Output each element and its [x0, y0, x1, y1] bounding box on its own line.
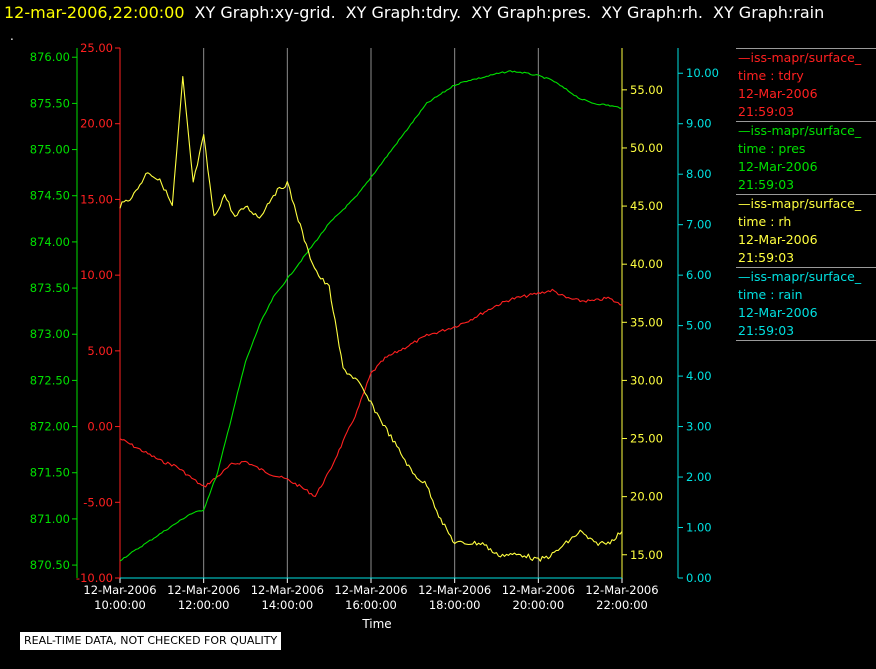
series-line-tdry	[119, 288, 623, 498]
legend-variable: time : rh	[738, 214, 792, 229]
y-tick-label-pres: 872.00	[30, 420, 70, 434]
y-tick-label-pres: 871.50	[30, 466, 70, 480]
y-tick-label-tdry: 0.00	[87, 420, 113, 434]
y-tick-label-rain: 9.00	[686, 117, 712, 131]
x-tick-label-date: 12-Mar-2006	[167, 583, 240, 597]
legend-time: 21:59:03	[738, 104, 795, 119]
y-tick-label-pres: 876.00	[30, 50, 70, 64]
legend: iss-mapr/surface_ time : tdry 12-Mar-200…	[736, 48, 876, 341]
x-axis-label: Time	[361, 617, 391, 631]
x-tick-label-time: 16:00:00	[345, 598, 397, 612]
legend-variable: time : pres	[738, 141, 806, 156]
y-tick-label-rh: 30.00	[630, 373, 663, 387]
x-tick-label-time: 22:00:00	[596, 598, 648, 612]
y-tick-label-tdry: 10.00	[80, 268, 113, 282]
y-tick-label-pres: 873.00	[30, 327, 70, 341]
graph-name-rain: XY Graph:rain	[712, 3, 825, 22]
y-tick-label-rain: 3.00	[686, 420, 712, 434]
y-tick-label-tdry: 15.00	[80, 192, 113, 206]
legend-entry-rain[interactable]: iss-mapr/surface_ time : rain 12-Mar-200…	[736, 267, 876, 341]
series-line-rh	[119, 76, 623, 562]
y-tick-label-rain: 5.00	[686, 319, 712, 333]
y-tick-label-pres: 875.00	[30, 143, 70, 157]
y-tick-label-tdry: 5.00	[87, 344, 113, 358]
y-tick-label-rh: 20.00	[630, 490, 663, 504]
x-tick-label-time: 20:00:00	[513, 598, 565, 612]
graph-name-tdry: XY Graph:tdry.	[345, 3, 462, 22]
y-tick-label-rh: 55.00	[630, 83, 663, 97]
y-tick-label-pres: 871.00	[30, 512, 70, 526]
legend-entry-tdry[interactable]: iss-mapr/surface_ time : tdry 12-Mar-200…	[736, 48, 876, 121]
y-tick-label-rain: 6.00	[686, 268, 712, 282]
x-tick-label-date: 12-Mar-2006	[418, 583, 491, 597]
x-tick-label-time: 12:00:00	[178, 598, 230, 612]
y-tick-label-pres: 873.50	[30, 281, 70, 295]
x-tick-label-date: 12-Mar-2006	[334, 583, 407, 597]
y-tick-label-rain: 7.00	[686, 218, 712, 232]
quality-notice: REAL-TIME DATA, NOT CHECKED FOR QUALITY	[20, 632, 282, 650]
x-tick-label-time: 10:00:00	[94, 598, 146, 612]
y-tick-label-tdry: 25.00	[80, 41, 113, 55]
legend-date: 12-Mar-2006	[738, 159, 818, 174]
y-tick-label-tdry: -5.00	[83, 495, 113, 509]
graph-name-xy-grid: XY Graph:xy-grid.	[194, 3, 336, 22]
y-tick-label-tdry: 20.00	[80, 117, 113, 131]
y-tick-label-rain: 1.00	[686, 521, 712, 535]
legend-date: 12-Mar-2006	[738, 305, 818, 320]
series-line-pres	[119, 70, 623, 562]
graph-name-pres: XY Graph:pres.	[471, 3, 592, 22]
legend-entry-rh[interactable]: iss-mapr/surface_ time : rh 12-Mar-2006 …	[736, 194, 876, 267]
legend-time: 21:59:03	[738, 250, 795, 265]
timestamp: 12-mar-2006,22:00:00	[4, 3, 185, 22]
y-tick-label-pres: 870.50	[30, 558, 70, 572]
graph-title-bar: 12-mar-2006,22:00:00 XY Graph:xy-grid. XY …	[4, 2, 824, 24]
legend-time: 21:59:03	[738, 323, 795, 338]
legend-variable: time : tdry	[738, 68, 804, 83]
x-tick-label-time: 18:00:00	[429, 598, 481, 612]
x-tick-label-date: 12-Mar-2006	[502, 583, 575, 597]
legend-source: iss-mapr/surface_	[738, 268, 876, 286]
y-tick-label-rh: 35.00	[630, 315, 663, 329]
x-tick-label-date: 12-Mar-2006	[83, 583, 156, 597]
legend-date: 12-Mar-2006	[738, 86, 818, 101]
x-tick-label-date: 12-Mar-2006	[585, 583, 658, 597]
y-tick-label-pres: 875.50	[30, 96, 70, 110]
legend-variable: time : rain	[738, 287, 803, 302]
graph-name-rh: XY Graph:rh.	[601, 3, 703, 22]
legend-source: iss-mapr/surface_	[738, 122, 876, 140]
corner-mark: .	[10, 29, 14, 43]
y-tick-label-rain: 4.00	[686, 369, 712, 383]
y-tick-label-pres: 874.50	[30, 189, 70, 203]
x-tick-label-date: 12-Mar-2006	[251, 583, 324, 597]
y-tick-label-pres: 874.00	[30, 235, 70, 249]
y-tick-label-rain: 8.00	[686, 167, 712, 181]
y-tick-label-rh: 15.00	[630, 548, 663, 562]
legend-date: 12-Mar-2006	[738, 232, 818, 247]
y-tick-label-rh: 40.00	[630, 257, 663, 271]
y-tick-label-rain: 10.00	[686, 66, 719, 80]
y-tick-label-rh: 50.00	[630, 141, 663, 155]
y-tick-label-rain: 2.00	[686, 470, 712, 484]
y-tick-label-pres: 872.50	[30, 373, 70, 387]
x-tick-label-time: 14:00:00	[262, 598, 314, 612]
legend-entry-pres[interactable]: iss-mapr/surface_ time : pres 12-Mar-200…	[736, 121, 876, 194]
y-tick-label-tdry: -10.00	[76, 571, 113, 585]
y-tick-label-rh: 25.00	[630, 432, 663, 446]
legend-source: iss-mapr/surface_	[738, 195, 876, 213]
y-tick-label-rain: 0.00	[686, 571, 712, 585]
legend-source: iss-mapr/surface_	[738, 49, 876, 67]
legend-time: 21:59:03	[738, 177, 795, 192]
y-tick-label-rh: 45.00	[630, 199, 663, 213]
